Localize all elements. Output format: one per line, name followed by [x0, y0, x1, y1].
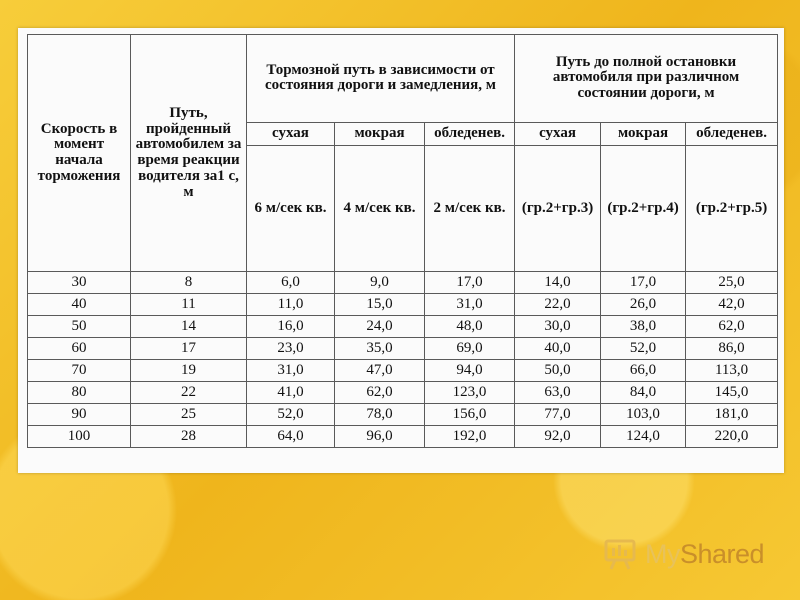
table-cell: 86,0	[685, 337, 779, 360]
table-cell: 35,0	[334, 337, 425, 360]
myshared-logo: MyShared	[603, 535, 773, 573]
table-cell: 100	[27, 425, 131, 448]
table-cell: 92,0	[514, 425, 602, 448]
table-cell: 220,0	[685, 425, 779, 448]
table-cell: 16,0	[246, 315, 335, 338]
table-cell: 30,0	[514, 315, 602, 338]
header-full-stop-distance: Путь до полной остановки автомобиля при …	[514, 34, 779, 123]
table-cell: 192,0	[423, 425, 516, 448]
table-cell: 47,0	[334, 359, 425, 382]
table-cell: 17,0	[600, 271, 687, 294]
table-cell: 78,0	[334, 403, 425, 426]
table-cell: 69,0	[423, 337, 516, 360]
table-cell: 28	[130, 425, 247, 448]
table-cell: 62,0	[685, 315, 779, 338]
table-cell: 50	[27, 315, 131, 338]
table-cell: 41,0	[246, 381, 335, 404]
table-cell: 48,0	[423, 315, 516, 338]
subheader-dry: сухая	[246, 121, 335, 146]
table-cell: 84,0	[600, 381, 687, 404]
table-row: 30 8 6,0 9,0 17,0 14,0 17,0 25,0	[27, 271, 779, 294]
table-sheet: Скорость в момент начала торможения Путь…	[18, 28, 784, 473]
table-cell: 80	[27, 381, 131, 404]
table-cell: 14	[130, 315, 247, 338]
header-speed: Скорость в момент начала торможения	[27, 34, 131, 272]
subheader-wet: мокрая	[334, 121, 425, 146]
table-cell: 14,0	[514, 271, 602, 294]
table-cell: 17	[130, 337, 247, 360]
subheader-icy: обледенев.	[685, 121, 779, 146]
table-cell: 90	[27, 403, 131, 426]
table-cell: 17,0	[423, 271, 516, 294]
table-cell: 94,0	[423, 359, 516, 382]
table-body: 30 8 6,0 9,0 17,0 14,0 17,0 25,0 40 11 11,0 15,0 31,…	[27, 271, 779, 448]
table-cell: 11	[130, 293, 247, 316]
table-cell: 11,0	[246, 293, 335, 316]
table-cell: 62,0	[334, 381, 425, 404]
table-cell: 40	[27, 293, 131, 316]
table-cell: 145,0	[685, 381, 779, 404]
table-cell: 30	[27, 271, 131, 294]
table-cell: 181,0	[685, 403, 779, 426]
logo-text-my: My	[645, 538, 681, 569]
table-row: 50 14 16,0 24,0 48,0 30,0 38,0 62,0	[27, 315, 779, 338]
unit-cell: (гр.2+гр.4)	[600, 144, 687, 273]
subheader-icy: обледенев.	[423, 121, 516, 146]
table-row: 60 17 23,0 35,0 69,0 40,0 52,0 86,0	[27, 337, 779, 360]
table-cell: 24,0	[334, 315, 425, 338]
table-cell: 31,0	[246, 359, 335, 382]
unit-cell: 2 м/сек кв.	[423, 144, 516, 273]
table-cell: 22,0	[514, 293, 602, 316]
unit-cell: (гр.2+гр.5)	[685, 144, 779, 273]
table-cell: 38,0	[600, 315, 687, 338]
table-cell: 9,0	[334, 271, 425, 294]
unit-cell: 6 м/сек кв.	[246, 144, 335, 273]
table-cell: 25	[130, 403, 247, 426]
table-cell: 8	[130, 271, 247, 294]
table-cell: 156,0	[423, 403, 516, 426]
table-row: 40 11 11,0 15,0 31,0 22,0 26,0 42,0	[27, 293, 779, 316]
table-cell: 40,0	[514, 337, 602, 360]
table-row: 80 22 41,0 62,0 123,0 63,0 84,0 145,0	[27, 381, 779, 404]
table-cell: 26,0	[600, 293, 687, 316]
table-row: 90 25 52,0 78,0 156,0 77,0 103,0 181,0	[27, 403, 779, 426]
table-cell: 52,0	[600, 337, 687, 360]
logo-text-shared: Shared	[680, 538, 765, 569]
presentation-board-icon	[603, 537, 639, 571]
table-cell: 124,0	[600, 425, 687, 448]
braking-distance-table: Скорость в момент начала торможения Путь…	[27, 34, 779, 448]
subheader-wet: мокрая	[600, 121, 687, 146]
table-cell: 70	[27, 359, 131, 382]
header-reaction-distance: Путь, пройденный автомобилем за время ре…	[130, 34, 247, 272]
table-cell: 15,0	[334, 293, 425, 316]
table-cell: 66,0	[600, 359, 687, 382]
table-cell: 25,0	[685, 271, 779, 294]
unit-cell: 4 м/сек кв.	[334, 144, 425, 273]
table-cell: 77,0	[514, 403, 602, 426]
table-cell: 23,0	[246, 337, 335, 360]
table-cell: 60	[27, 337, 131, 360]
table-row: 100 28 64,0 96,0 192,0 92,0 124,0 220,0	[27, 425, 779, 448]
table-cell: 6,0	[246, 271, 335, 294]
table-cell: 64,0	[246, 425, 335, 448]
header-braking-distance: Тормозной путь в зависимости от состояни…	[245, 34, 516, 123]
table-cell: 103,0	[600, 403, 687, 426]
table-cell: 63,0	[514, 381, 602, 404]
table-cell: 113,0	[685, 359, 779, 382]
table-cell: 50,0	[514, 359, 602, 382]
table-cell: 31,0	[423, 293, 516, 316]
table-cell: 19	[130, 359, 247, 382]
table-cell: 22	[130, 381, 247, 404]
table-cell: 52,0	[246, 403, 335, 426]
table-cell: 42,0	[685, 293, 779, 316]
table-cell: 123,0	[423, 381, 516, 404]
table-row: 70 19 31,0 47,0 94,0 50,0 66,0 113,0	[27, 359, 779, 382]
table-cell: 96,0	[334, 425, 425, 448]
subheader-dry: сухая	[514, 121, 602, 146]
logo-text: MyShared	[645, 538, 765, 570]
unit-cell: (гр.2+гр.3)	[514, 144, 602, 273]
